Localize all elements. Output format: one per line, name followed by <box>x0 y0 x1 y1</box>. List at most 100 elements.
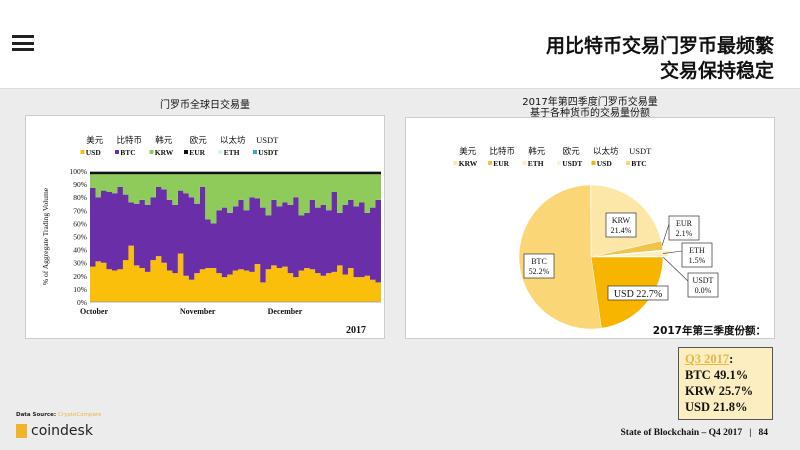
leader-line <box>662 250 683 254</box>
legend-label: USDT <box>562 159 582 168</box>
y-tick-label: 30% <box>73 259 87 268</box>
legend-swatch <box>453 161 458 165</box>
legend-label: EUR <box>493 159 509 168</box>
label-name: BTC <box>531 257 547 266</box>
area-chart-panel: 美元 比特币 韩元 欧元 以太坊 USDT USD BTC KRW EUR ETH USDT 0% 10%… <box>25 115 385 339</box>
y-tick-label: 20% <box>73 272 87 281</box>
legend-cn-label: 韩元 <box>528 146 546 156</box>
area-series-krw <box>90 174 381 224</box>
label-name: ETH <box>689 246 705 255</box>
legend-label: USD <box>86 148 102 157</box>
area-series-eth <box>90 171 381 172</box>
x-tick-label: November <box>180 307 216 316</box>
legend-swatch <box>522 161 527 165</box>
legend-label: BTC <box>120 148 135 157</box>
year-label: 2017 <box>346 325 366 336</box>
legend-label: USDT <box>258 148 278 157</box>
leader-line <box>662 256 689 282</box>
hamburger-icon[interactable] <box>12 35 34 51</box>
legend-label: USD <box>597 159 613 168</box>
y-tick-label: 10% <box>73 285 87 294</box>
y-tick-label: 50% <box>73 233 87 242</box>
label-name: USDT <box>693 276 714 285</box>
header: 用比特币交易门罗币最频繁 交易保持稳定 <box>0 0 800 89</box>
legend-label: BTC <box>631 159 646 168</box>
legend-swatch <box>488 161 492 165</box>
area-chart-title: 门罗币全球日交易量 <box>160 100 250 111</box>
legend-cn-label: 欧元 <box>563 146 581 156</box>
pie-chart-panel: 美元 比特币 韩元 欧元 以太坊 USDT KRW EUR ETH USDT USD BTC KRW 21… <box>405 117 775 339</box>
legend-swatch <box>218 150 223 154</box>
legend-cn-label: 比特币 <box>116 135 142 145</box>
legend-swatch <box>253 150 257 154</box>
legend-label: KRW <box>155 148 174 157</box>
label-box <box>523 253 555 279</box>
label-name: EUR <box>676 219 693 228</box>
label-box <box>668 215 700 241</box>
legend-swatch <box>184 150 188 154</box>
x-tick-label: October <box>80 307 108 316</box>
label-name: KRW <box>612 216 631 225</box>
coindesk-logo: coindesk <box>16 423 93 439</box>
legend-cn-label: 比特币 <box>489 146 515 156</box>
area-series-usd <box>90 245 381 302</box>
legend-cn-label: 欧元 <box>190 135 208 145</box>
legend-label: KRW <box>459 159 478 168</box>
legend-cn-label: 美元 <box>459 146 477 156</box>
page-title: 用比特币交易门罗币最频繁 交易保持稳定 <box>545 35 774 82</box>
q3-line: KRW 25.7% <box>685 384 754 398</box>
area-chart: 美元 比特币 韩元 欧元 以太坊 USDT USD BTC KRW EUR ETH USDT 0% 10%… <box>41 135 381 336</box>
label-text: USD 22.7% <box>614 289 662 300</box>
label-value: 2.1% <box>676 229 693 238</box>
q3-summary-box: Q3 2017: BTC 49.1% KRW 25.7% USD 21.8% <box>678 347 773 420</box>
label-box <box>687 272 719 298</box>
legend-swatch <box>591 161 596 165</box>
legend-cn-label: USDT <box>629 146 652 156</box>
footer-report: State of Blockchain – Q4 2017 | 84 <box>620 428 769 438</box>
label-box <box>681 242 713 268</box>
q3-heading: Q3 2017 <box>685 352 730 366</box>
label-value: 52.2% <box>529 267 550 276</box>
y-axis-label: % of Aggregate Trading Volume <box>41 187 50 285</box>
legend-cn-label: 美元 <box>86 135 104 145</box>
source-link[interactable]: CryptoCompare <box>58 412 102 418</box>
y-tick-label: 90% <box>73 180 87 189</box>
logo-mark-icon <box>16 424 27 438</box>
y-tick-label: 100% <box>70 167 88 176</box>
legend-cn-label: USDT <box>256 135 279 145</box>
label-value: 21.4% <box>611 226 632 235</box>
y-tick-label: 80% <box>73 193 87 202</box>
q3-line: BTC 49.1% <box>685 368 749 382</box>
label-box <box>607 285 669 301</box>
pie-chart-title: 2017年第四季度门罗币交易量 基于各种货币的交易量份额 <box>522 97 658 119</box>
area-series-eur <box>90 171 381 175</box>
data-source: Data Source: CryptoCompare <box>16 412 102 418</box>
legend-swatch <box>626 161 630 165</box>
x-tick-label: December <box>268 307 303 316</box>
area-series-btc <box>90 186 381 283</box>
legend-swatch <box>149 150 154 154</box>
pie-label-usd: USD 22.7% <box>607 285 669 301</box>
legend-swatch <box>80 150 85 154</box>
label-value: 1.5% <box>689 256 706 265</box>
pie-slice-btc <box>518 184 602 330</box>
y-tick-label: 70% <box>73 206 87 215</box>
pie-slice-eth <box>596 249 670 258</box>
legend-label: EUR <box>189 148 205 157</box>
q3-line: USD 21.8% <box>685 400 748 414</box>
legend-swatch <box>115 150 119 154</box>
legend-label: ETH <box>528 159 544 168</box>
legend-cn-label: 以太坊 <box>220 135 246 145</box>
y-tick-label: 0% <box>77 298 87 307</box>
q3-title: 2017年第三季度份额： <box>652 325 766 337</box>
legend-label: ETH <box>224 148 240 157</box>
label-box <box>605 212 637 238</box>
leader-line <box>661 223 670 246</box>
y-tick-label: 60% <box>73 219 87 228</box>
